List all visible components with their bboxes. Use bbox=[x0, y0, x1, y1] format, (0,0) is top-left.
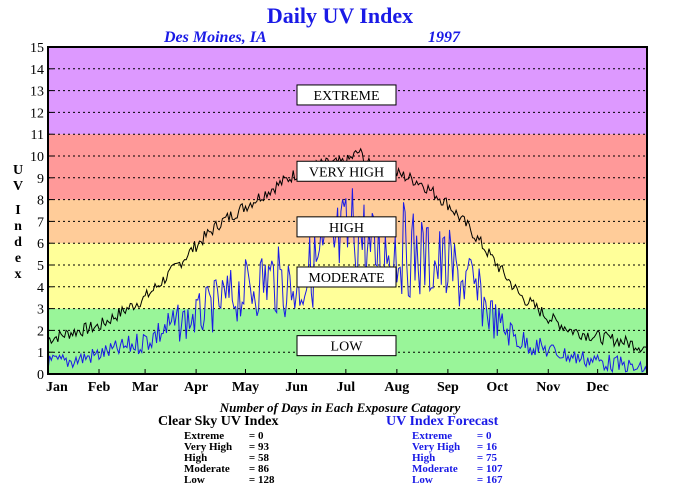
plot-frame bbox=[47, 46, 648, 375]
y-tick-label: 7 bbox=[37, 215, 44, 230]
y-tick-label: 0 bbox=[37, 368, 44, 383]
stat-label: Very High bbox=[412, 441, 461, 453]
stat-value: 0 bbox=[258, 430, 264, 442]
clear-sky-title: Clear Sky UV Index bbox=[158, 414, 279, 429]
month-label: Oct bbox=[486, 380, 508, 395]
stat-label: Low bbox=[412, 474, 433, 486]
chart-year: 1997 bbox=[428, 29, 461, 46]
month-label: Jun bbox=[285, 380, 308, 395]
month-label: Apr bbox=[184, 380, 208, 395]
forecast-title: UV Index Forecast bbox=[386, 414, 499, 429]
stat-row: Moderate = 107 bbox=[412, 463, 503, 475]
y-tick-label: 13 bbox=[30, 85, 44, 100]
stat-row: Low = 167 bbox=[412, 474, 503, 486]
stats-heading: Number of Days in Each Exposure Catagory bbox=[219, 400, 461, 415]
band-label: EXTREME bbox=[313, 89, 379, 104]
forecast-table: Extreme = 0 Very High = 16 High = 75 Moderate =… bbox=[412, 431, 503, 486]
stat-label: High bbox=[184, 452, 208, 464]
y-tick-label: 12 bbox=[30, 106, 44, 121]
stat-label: Low bbox=[184, 474, 205, 486]
stat-row: Extreme = 0 bbox=[412, 431, 503, 442]
y-axis-label-char: V bbox=[13, 179, 23, 194]
band-label: VERY HIGH bbox=[309, 165, 384, 180]
stat-label: Moderate bbox=[184, 463, 230, 475]
stat-value: 86 bbox=[258, 463, 269, 475]
y-axis-label-char: e bbox=[15, 251, 21, 266]
stat-label: High bbox=[412, 452, 436, 464]
stat-value: 75 bbox=[486, 452, 497, 464]
band-label-box bbox=[296, 266, 397, 288]
clear-sky-table: Extreme = 0 Very High = 93 High = 58 Moderate =… bbox=[184, 431, 275, 486]
stat-row: Moderate = 86 bbox=[184, 464, 275, 475]
month-label: Sep bbox=[437, 380, 459, 395]
y-tick-label: 6 bbox=[37, 237, 44, 252]
y-axis-label-char: d bbox=[14, 235, 22, 250]
band-label-box bbox=[296, 160, 397, 182]
band-label-box bbox=[296, 84, 397, 106]
clear-sky-line bbox=[47, 147, 648, 353]
y-tick-label: 11 bbox=[31, 128, 44, 143]
stat-row: High = 75 bbox=[412, 453, 503, 464]
y-axis-label-char: x bbox=[15, 267, 22, 282]
series-lines bbox=[47, 147, 648, 374]
y-tick-label: 4 bbox=[37, 281, 44, 296]
band-label-box bbox=[296, 335, 397, 357]
stat-row: High = 58 bbox=[184, 453, 275, 464]
band-label-box bbox=[296, 216, 397, 238]
forecast-line bbox=[47, 188, 648, 374]
month-label: Aug bbox=[384, 380, 409, 395]
stat-row: Low = 128 bbox=[184, 474, 275, 486]
stat-value: 107 bbox=[486, 463, 503, 475]
stat-value: 167 bbox=[486, 474, 503, 486]
y-tick-label: 10 bbox=[30, 150, 44, 165]
stat-row: Extreme = 0 bbox=[184, 431, 275, 442]
clear-sky-stats: Clear Sky UV Index Extreme = 0 Very High = 9… bbox=[158, 414, 278, 486]
stat-label: Extreme bbox=[184, 430, 225, 442]
y-axis-label-char: I bbox=[15, 203, 20, 218]
chart-location: Des Moines, IA bbox=[163, 29, 267, 46]
y-tick-label: 15 bbox=[30, 41, 44, 56]
y-tick-label: 14 bbox=[30, 63, 44, 78]
band-labels: LOW MODERATE HIGH VERY HIGH EXTREME bbox=[296, 84, 397, 357]
stat-label: Moderate bbox=[412, 463, 458, 475]
stat-value: 58 bbox=[258, 452, 269, 464]
month-label: May bbox=[232, 380, 259, 395]
stat-value: 16 bbox=[486, 441, 497, 453]
y-tick-label: 3 bbox=[37, 303, 44, 318]
month-label: Nov bbox=[536, 380, 560, 395]
y-tick-label: 5 bbox=[37, 259, 44, 274]
month-label: Feb bbox=[88, 380, 111, 395]
band-label: LOW bbox=[331, 340, 364, 355]
stat-row: Very High = 16 bbox=[412, 442, 503, 453]
y-tick-label: 2 bbox=[37, 324, 44, 339]
stat-label: Extreme bbox=[412, 430, 453, 442]
forecast-stats: UV Index Forecast Extreme = 0 Very High = 16… bbox=[386, 414, 503, 486]
month-label: Jan bbox=[46, 380, 68, 395]
stat-value: 93 bbox=[258, 441, 269, 453]
y-axis-label-char: n bbox=[14, 219, 22, 234]
stat-value: 0 bbox=[486, 430, 492, 442]
month-label: Mar bbox=[132, 380, 158, 395]
y-tick-label: 1 bbox=[37, 346, 44, 361]
y-tick-label: 9 bbox=[37, 172, 44, 187]
stat-row: Very High = 93 bbox=[184, 442, 275, 453]
month-label: Dec bbox=[586, 380, 609, 395]
y-axis-label-char: U bbox=[13, 163, 23, 178]
y-tick-label: 8 bbox=[37, 194, 44, 209]
stat-value: 128 bbox=[258, 474, 275, 486]
band-label: HIGH bbox=[329, 221, 364, 236]
stat-label: Very High bbox=[184, 441, 233, 453]
x-axis: Jan Feb Mar Apr May Jun Jul Aug Sep Oct Nov Dec bbox=[46, 369, 609, 395]
chart-title: Daily UV Index bbox=[267, 3, 413, 28]
band-label: MODERATE bbox=[308, 271, 384, 286]
month-label: Jul bbox=[337, 380, 356, 395]
